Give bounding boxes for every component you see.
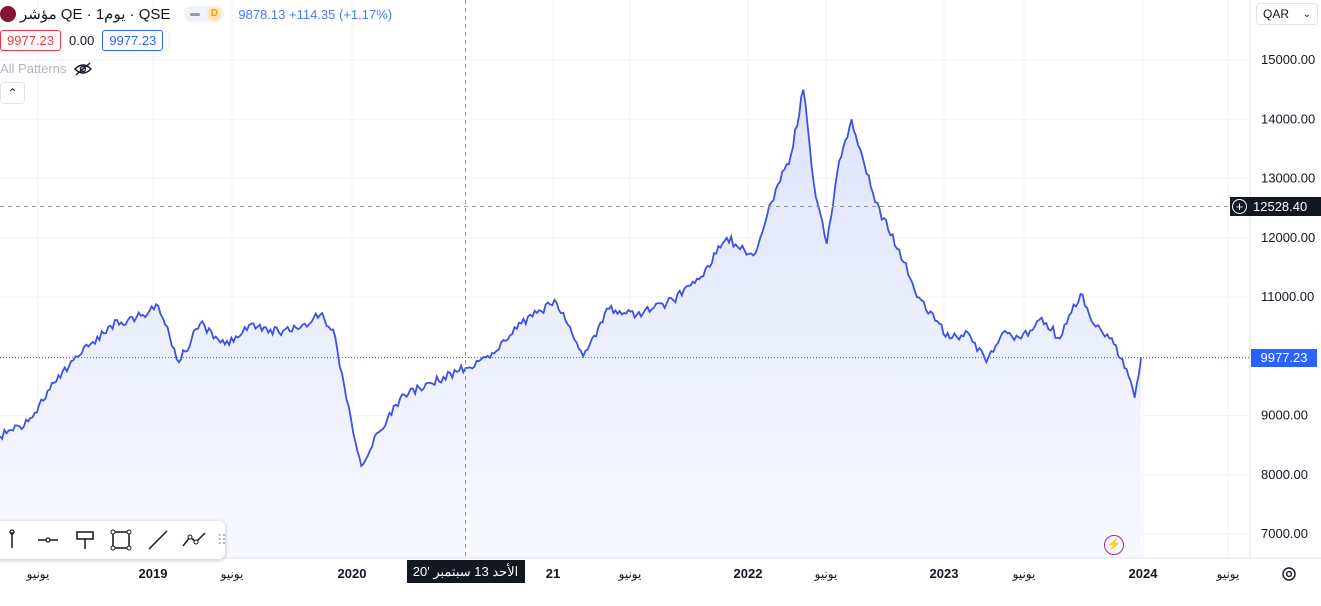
spread-value: 0.00 [69, 33, 95, 48]
x-tick-label: 21 [546, 566, 560, 581]
horizontal-line-icon[interactable] [33, 525, 62, 555]
sell-price-button[interactable]: 9977.23 [0, 30, 61, 51]
drawing-toolbar: ⠿ [0, 521, 227, 559]
x-tick-label: يونيو [1012, 567, 1036, 581]
last-price-label: 9977.23 [1251, 348, 1317, 367]
crosshair-date-label: الأحد 13 سبتمبر '20 [406, 560, 525, 583]
plus-icon[interactable]: + [1232, 198, 1247, 214]
crosshair-price-label: + 12528.40 [1230, 196, 1321, 216]
ohlc-values: 9878.13 +114.35 (+1.17%) [238, 6, 393, 22]
chevron-down-icon: ⌄ [1302, 8, 1311, 20]
y-tick-label: 8000.00 [1261, 467, 1308, 482]
y-tick-label: 15000.00 [1261, 52, 1315, 67]
y-tick-label: 7000.00 [1261, 526, 1308, 541]
patterns-label: All Patterns [0, 61, 67, 76]
x-tick-label: يونيو [220, 567, 244, 581]
y-tick-label: 12000.00 [1261, 230, 1315, 245]
x-tick-label: يونيو [814, 567, 838, 581]
x-tick-label: يونيو [618, 567, 642, 581]
path-icon[interactable] [179, 525, 208, 555]
flag-icon[interactable] [70, 525, 99, 555]
y-tick-label: 9000.00 [1261, 408, 1308, 423]
price-axis[interactable]: 15000.00 14000.00 13000.00 12000.00 11000.00… [1249, 0, 1315, 558]
rectangle-icon[interactable] [106, 525, 135, 555]
visibility-toggle[interactable]: D [184, 6, 225, 22]
minus-icon [190, 13, 201, 16]
qse-logo-icon [0, 6, 16, 22]
crosshair-price-value: 12528.40 [1253, 198, 1308, 214]
x-tick-label: يونيو [1216, 567, 1240, 581]
y-tick-label: 13000.00 [1261, 171, 1315, 186]
x-tick-label: 2019 [139, 566, 168, 581]
x-tick-label: 2022 [734, 566, 763, 581]
x-tick-label: 2024 [1129, 566, 1159, 581]
lightning-icon[interactable]: ⚡ [1104, 535, 1124, 555]
x-tick-label: 2023 [930, 566, 959, 581]
price-row: 9977.23 0.00 9977.23 [0, 30, 164, 51]
buy-price-button[interactable]: 9977.23 [102, 30, 164, 51]
x-tick-label: 2020 [338, 566, 367, 581]
symbol-legend: مؤشر QE · يوم1 · QSE D 9878.13 +114.35 (… [0, 4, 392, 24]
gear-icon[interactable] [1280, 565, 1298, 583]
time-axis[interactable]: يونيو 2019 يونيو 2020 21 يونيو 2022 يونيو 2023 يو… [0, 557, 1321, 581]
delay-badge: D [207, 7, 222, 21]
drag-handle-icon[interactable]: ⠿ [216, 531, 227, 548]
chevron-up-icon[interactable]: ⌃ [0, 82, 25, 104]
eye-off-icon[interactable] [74, 61, 93, 76]
symbol-name[interactable]: مؤشر QE · يوم1 · QSE [20, 6, 171, 23]
price-line [0, 89, 1142, 468]
patterns-indicator[interactable]: All Patterns [0, 61, 93, 76]
trend-line-icon[interactable] [143, 525, 172, 555]
line-tool-icon[interactable] [0, 525, 26, 555]
x-tick-label: يونيو [26, 567, 50, 581]
y-tick-label: 11000.00 [1261, 289, 1314, 304]
currency-select[interactable]: QAR ⌄ [1256, 3, 1318, 25]
y-tick-label: 14000.00 [1261, 111, 1315, 126]
currency-label: QAR [1263, 7, 1290, 21]
price-area [0, 89, 1142, 558]
